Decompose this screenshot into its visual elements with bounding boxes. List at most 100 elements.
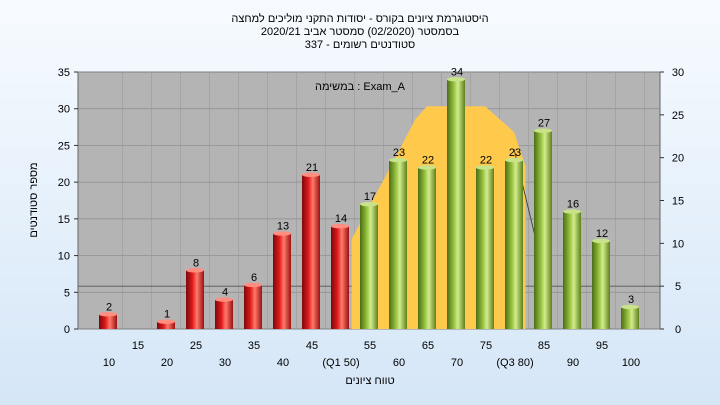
bar-95	[592, 240, 610, 329]
x-tick-label-bottom: (Q3 80)	[496, 357, 533, 369]
bar-top-85	[534, 128, 552, 133]
x-tick-label-top: 85	[538, 340, 550, 352]
bar-label-75: 22	[480, 154, 492, 166]
x-tick-label-top: 35	[248, 340, 260, 352]
y-axis-left: 0 5 10 15 20 25 30 35	[58, 67, 78, 336]
bar-60	[389, 160, 407, 329]
x-tick-label-top: 15	[132, 340, 144, 352]
bar-label-35: 6	[251, 272, 257, 284]
y-tick-label: 35	[58, 67, 70, 79]
bar-top-60	[389, 157, 407, 163]
x-tick-label-bottom: 40	[277, 357, 289, 369]
bar-30	[215, 299, 233, 329]
bar-label-25: 8	[193, 257, 199, 269]
x-tick-label-top: 45	[306, 340, 318, 352]
bar-top-35	[244, 282, 262, 288]
bar-label-85: 27	[538, 118, 550, 130]
bars-layer	[99, 77, 639, 329]
bar-top-80	[505, 157, 523, 163]
x-tick-label-bottom: 60	[393, 357, 405, 369]
x-tick-label-bottom: 30	[219, 357, 231, 369]
x-axis: 15 25 35 45 55 65 75 85 95 10 20 30 40 (Q1 50) 60 70 (Q3…	[103, 340, 640, 369]
bar-70	[447, 79, 465, 329]
bar-top-40	[273, 231, 291, 236]
y-tick-label: 20	[58, 177, 70, 189]
x-axis-title: טווח ציונים	[345, 375, 394, 387]
x-tick-label-top: 55	[364, 340, 376, 352]
y2-tick-label: 20	[672, 153, 684, 165]
bar-label-70: 34	[451, 66, 463, 78]
x-tick-label-top: 75	[480, 340, 492, 352]
chart-title-line-1: היסטוגרמת ציונים בקורס - יסודות התקני מו…	[231, 12, 488, 25]
bar-label-90: 16	[567, 199, 579, 211]
bar-10	[99, 314, 117, 329]
bar-label-100: 3	[628, 294, 634, 306]
y2-tick-label: 10	[672, 238, 684, 250]
bar-top-100	[621, 304, 639, 310]
bar-top-70	[447, 77, 465, 82]
bar-top-45	[302, 172, 320, 177]
bar-label-60: 23	[393, 147, 405, 159]
x-tick-label-bottom: 20	[161, 357, 173, 369]
bar-top-10	[99, 312, 117, 317]
x-tick-label-bottom: (Q1 50)	[322, 357, 359, 369]
y2-tick-label: 15	[672, 196, 684, 208]
bar-top-25	[186, 268, 204, 273]
bar-label-20: 1	[164, 309, 170, 321]
bar-50	[331, 226, 349, 329]
y2-tick-label: 0	[675, 324, 681, 336]
bar-85	[534, 130, 552, 329]
bar-75	[476, 167, 494, 329]
x-tick-label-bottom: 90	[567, 357, 579, 369]
x-tick-label-bottom: 100	[622, 357, 640, 369]
bar-100	[621, 306, 639, 329]
bar-top-95	[592, 238, 610, 244]
bar-label-55: 17	[364, 191, 376, 203]
bar-35	[244, 284, 262, 329]
x-tick-label-top: 95	[596, 340, 608, 352]
bar-top-75	[476, 165, 494, 170]
bar-label-95: 12	[596, 228, 608, 240]
bar-top-55	[360, 201, 378, 207]
x-tick-label-bottom: 70	[451, 357, 463, 369]
y-axis-right: 0 5 10 15 20 25 30	[660, 67, 684, 336]
bar-45	[302, 174, 320, 329]
bar-20	[157, 321, 175, 329]
chart-title-line-3: 337 - סטודנטים רשומים	[305, 39, 416, 51]
bar-label-80: 23	[509, 147, 521, 159]
y-tick-label: 5	[64, 287, 70, 299]
y-tick-label: 25	[58, 140, 70, 152]
bar-top-20	[157, 319, 175, 324]
y2-tick-label: 30	[672, 67, 684, 79]
bar-top-90	[563, 209, 581, 214]
bar-90	[563, 211, 581, 329]
bar-label-10: 2	[106, 301, 112, 313]
bar-label-40: 13	[277, 221, 289, 233]
bar-65	[418, 167, 436, 329]
bar-label-45: 21	[306, 162, 318, 174]
bar-80	[505, 160, 523, 329]
chart-title-line-2: בסמסטר (02/2020) סמסטר אביב 2020/21	[261, 26, 460, 38]
bar-top-30	[215, 297, 233, 302]
bar-label-50: 14	[335, 213, 347, 225]
bar-55	[360, 204, 378, 329]
y-tick-label: 30	[58, 104, 70, 116]
x-tick-label-top: 65	[422, 340, 434, 352]
x-tick-label-top: 25	[190, 340, 202, 352]
bar-25	[186, 270, 204, 329]
x-tick-label-bottom: 10	[103, 357, 115, 369]
y-tick-label: 0	[64, 324, 70, 336]
annotation-text: במשימה : Exam_A	[315, 81, 406, 93]
y2-tick-label: 25	[672, 110, 684, 122]
y2-tick-label: 5	[675, 281, 681, 293]
bar-40	[273, 233, 291, 329]
bar-label-65: 22	[422, 154, 434, 166]
bar-top-50	[331, 224, 349, 229]
y-tick-label: 10	[58, 251, 70, 263]
y-axis-title: מספר סטודנטים	[28, 162, 40, 237]
y-tick-label: 15	[58, 214, 70, 226]
bar-top-65	[418, 165, 436, 170]
bar-label-30: 4	[222, 287, 228, 299]
